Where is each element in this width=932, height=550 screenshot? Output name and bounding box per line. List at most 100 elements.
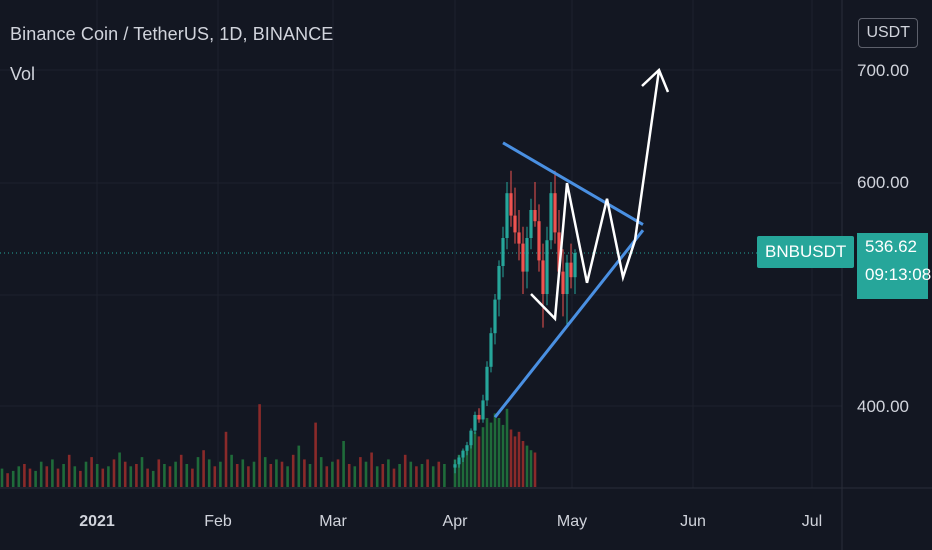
volume-bar	[51, 459, 54, 487]
volume-bar	[465, 445, 469, 487]
volume-bar	[387, 459, 390, 487]
volume-bar	[437, 461, 441, 487]
volume-bar	[469, 441, 473, 487]
candle-body	[501, 238, 505, 266]
volume-bar	[505, 408, 509, 487]
candle-body	[469, 430, 473, 446]
x-tick-label: Apr	[443, 513, 469, 530]
volume-bar	[163, 464, 166, 487]
volume-bar	[370, 452, 373, 487]
triangle-upper-trendline	[502, 141, 644, 226]
volume-bar	[303, 459, 306, 487]
volume-bar	[157, 459, 161, 487]
candle-body	[561, 271, 565, 294]
volume-bar	[0, 468, 4, 487]
volume-bar	[123, 461, 127, 487]
candle-body	[529, 210, 533, 238]
volume-bar	[409, 461, 413, 487]
triangle-lower-trendline	[493, 229, 645, 419]
volume-bar	[525, 445, 529, 487]
volume-bar	[241, 459, 245, 487]
volume-bar	[135, 464, 138, 487]
volume-bar	[501, 424, 505, 487]
x-tick-label: Feb	[204, 513, 232, 530]
volume-bar	[174, 461, 177, 487]
volume-bar	[235, 464, 239, 487]
chart-title: Binance Coin / TetherUS, 1D, BINANCE	[10, 24, 334, 44]
volume-bar	[62, 464, 65, 487]
y-tick-label: 400.00	[857, 397, 909, 416]
volume-bar	[67, 454, 71, 487]
candle-body	[565, 262, 569, 294]
candle-body	[505, 193, 509, 238]
volume-bar	[39, 461, 43, 487]
volume-bar	[118, 452, 121, 487]
candle-body	[573, 252, 577, 278]
volume-bar	[224, 431, 228, 487]
volume-bar	[426, 459, 429, 487]
volume-bar	[297, 445, 301, 487]
volume-bar	[168, 466, 172, 487]
currency-button[interactable]: USDT	[858, 18, 918, 48]
volume-bar	[196, 457, 200, 487]
volume-bar	[398, 464, 401, 487]
volume-bar	[213, 466, 217, 487]
volume-bar	[431, 466, 435, 487]
volume-bar	[420, 464, 424, 487]
candle-body	[497, 266, 501, 300]
volume-bar	[28, 468, 32, 487]
volume-bar	[331, 461, 334, 487]
candle-body	[569, 262, 573, 278]
symbol-label: BNBUSDT	[757, 236, 855, 268]
candle-body	[525, 238, 529, 272]
volume-bar	[129, 466, 133, 487]
last-price-value: 536.62	[865, 237, 917, 256]
candle-body	[509, 193, 513, 216]
volume-bar	[45, 466, 49, 487]
candle-body	[489, 333, 493, 367]
volume-bar	[6, 473, 9, 487]
y-tick-label: 700.00	[857, 61, 909, 80]
candle-body	[481, 400, 485, 420]
volume-bar	[101, 468, 105, 487]
y-tick-label: 600.00	[857, 173, 909, 192]
volume-bar	[443, 464, 446, 487]
volume-bar	[191, 468, 194, 487]
volume-bar	[291, 454, 295, 487]
volume-bar	[219, 461, 222, 487]
volume-bar	[319, 457, 323, 487]
volume-bar	[112, 459, 116, 487]
volume-bar	[392, 468, 396, 487]
volume-bar	[381, 464, 385, 487]
x-tick-label: 2021	[79, 513, 115, 530]
candle-body	[537, 221, 541, 261]
volume-bar	[517, 431, 521, 487]
x-tick-label: Jun	[680, 513, 706, 530]
volume-bar	[342, 441, 345, 487]
candle-body	[477, 414, 481, 420]
volume-bar	[140, 457, 144, 487]
volume-bar	[457, 454, 461, 487]
volume-bar	[202, 450, 205, 487]
volume-bar	[258, 404, 261, 487]
volume-bar	[90, 457, 93, 487]
volume-bar	[314, 422, 317, 487]
candle-body	[549, 193, 553, 241]
volume-bar	[364, 461, 368, 487]
volume-bar	[73, 466, 77, 487]
volume-bar	[179, 454, 183, 487]
volume-bar	[336, 459, 340, 487]
volume-bar	[493, 413, 497, 487]
volume-bar	[146, 468, 149, 487]
candle-body	[517, 232, 521, 244]
volume-bar	[529, 450, 533, 487]
volume-bar	[247, 466, 250, 487]
volume-bar	[252, 461, 256, 487]
volume-bar	[353, 466, 357, 487]
volume-bar	[79, 470, 82, 487]
volume-bar	[415, 466, 418, 487]
volume-bar	[461, 450, 465, 487]
volume-bar	[325, 466, 329, 487]
volume-indicator-label[interactable]: Vol	[10, 64, 36, 84]
